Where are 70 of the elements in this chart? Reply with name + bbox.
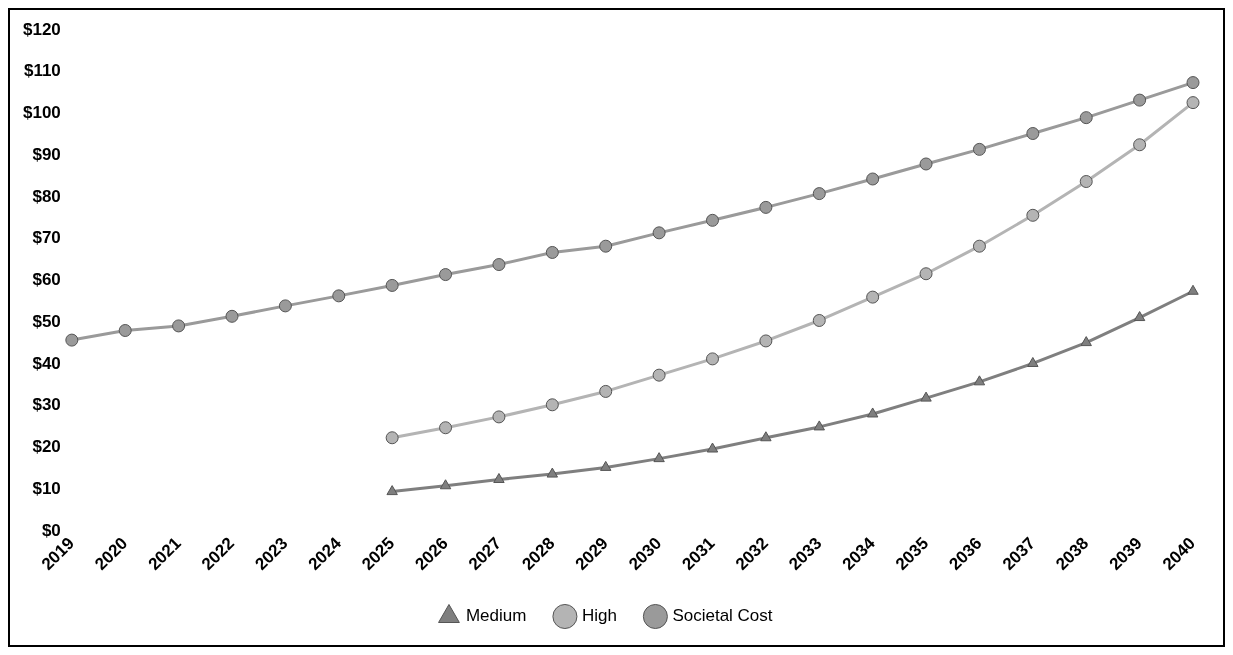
y-tick-label: $10	[32, 478, 61, 498]
y-tick-label: $80	[32, 186, 61, 206]
point	[812, 187, 826, 201]
point	[385, 278, 399, 292]
point	[705, 352, 719, 366]
point	[1079, 111, 1093, 125]
y-tick-label: $70	[32, 228, 61, 248]
point	[492, 410, 506, 424]
point	[973, 375, 986, 386]
point	[1187, 284, 1199, 295]
point	[866, 172, 880, 186]
point	[599, 384, 613, 398]
y-tick-label: $20	[32, 437, 61, 457]
point	[1079, 175, 1093, 188]
point	[1133, 93, 1147, 107]
point	[759, 334, 773, 348]
point	[385, 431, 399, 445]
point	[920, 391, 932, 402]
point	[386, 485, 398, 496]
legend-label: Medium	[465, 606, 527, 626]
point	[439, 479, 452, 490]
point	[1026, 127, 1040, 141]
point	[1186, 76, 1200, 90]
point	[439, 421, 453, 435]
point	[813, 420, 825, 431]
legend-label: High	[581, 606, 617, 626]
y-tick-label: $90	[32, 144, 61, 164]
y-tick-label: $120	[22, 19, 61, 39]
point	[652, 368, 666, 382]
point	[118, 324, 132, 337]
point	[1080, 336, 1092, 347]
point	[759, 200, 773, 214]
point	[760, 431, 772, 442]
point	[919, 157, 933, 171]
point	[493, 473, 505, 483]
point	[545, 245, 559, 259]
point	[706, 442, 719, 453]
point	[1133, 311, 1146, 322]
y-tick-label: $0	[41, 520, 61, 540]
point	[439, 268, 453, 282]
y-tick-label: $50	[32, 311, 61, 331]
point	[1026, 208, 1040, 222]
point	[332, 289, 346, 303]
point	[278, 299, 292, 313]
point	[919, 267, 933, 281]
point	[1186, 96, 1200, 110]
y-tick-label: $100	[22, 103, 61, 123]
y-tick-label: $40	[32, 353, 61, 373]
point	[972, 239, 986, 253]
point	[866, 407, 879, 418]
point	[599, 239, 613, 253]
point	[812, 313, 826, 327]
point	[492, 258, 506, 272]
y-tick-label: $110	[23, 61, 61, 81]
point	[653, 452, 665, 463]
point	[1133, 138, 1147, 152]
point	[172, 319, 186, 333]
point	[545, 398, 559, 412]
point	[225, 309, 239, 323]
point	[1027, 356, 1039, 367]
point	[866, 290, 880, 304]
point	[652, 226, 666, 240]
point	[705, 213, 719, 227]
y-tick-label: $30	[32, 395, 61, 415]
point	[546, 467, 559, 478]
point	[972, 142, 986, 156]
point	[65, 333, 79, 347]
y-tick-label: $60	[32, 270, 61, 290]
point	[600, 460, 612, 471]
legend-label: Societal Cost	[672, 606, 773, 626]
